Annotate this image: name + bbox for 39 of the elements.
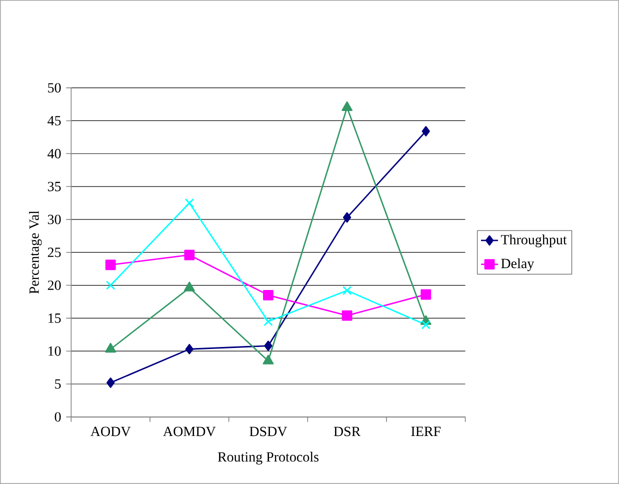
point — [342, 310, 352, 321]
point — [262, 354, 274, 364]
y-tick-label: 45 — [48, 116, 61, 126]
point — [184, 282, 195, 292]
x-tick-label: DSR — [334, 426, 361, 436]
point — [185, 344, 194, 354]
point — [342, 212, 352, 223]
y-tick-label: 0 — [54, 412, 61, 422]
x-tick-label: IERF — [411, 426, 441, 436]
point — [264, 340, 272, 352]
y-tick-label: 50 — [48, 83, 61, 93]
y-tick-label: 35 — [48, 182, 61, 192]
point — [105, 260, 116, 270]
y-tick-label: 10 — [48, 346, 61, 356]
legend-label: Throughput — [500, 234, 567, 248]
x-tick-label: DSDV — [250, 426, 288, 436]
point — [106, 378, 115, 388]
y-tick-label: 30 — [48, 214, 61, 224]
x-axis-title: Routing Protocols — [218, 452, 318, 465]
x-tick-label: AOMDV — [163, 426, 216, 436]
y-axis-title: Percentage Val — [29, 210, 42, 294]
point — [264, 316, 273, 326]
y-tick-label: 40 — [48, 148, 61, 158]
y-tick-label: 15 — [48, 314, 61, 323]
y-tick-label: 25 — [48, 248, 61, 258]
point — [420, 289, 432, 300]
point — [184, 250, 195, 260]
point — [105, 342, 116, 353]
point — [342, 286, 352, 296]
point — [421, 320, 430, 330]
y-tick-label: 5 — [55, 379, 61, 389]
legend-label: Delay — [501, 258, 534, 272]
y-tick-label: 20 — [48, 280, 61, 290]
point — [184, 198, 194, 208]
point — [263, 290, 274, 300]
x-tick-label: AODV — [90, 426, 131, 436]
point — [106, 280, 116, 290]
point — [342, 101, 353, 112]
point — [422, 126, 430, 136]
